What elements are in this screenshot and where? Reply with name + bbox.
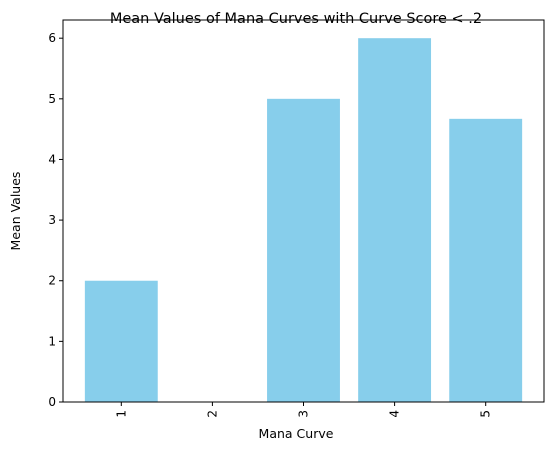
y-tick-label-4: 4 [48, 152, 56, 166]
y-tick-label-0: 0 [48, 395, 56, 409]
y-tick-label-1: 1 [48, 334, 56, 348]
bar-4 [358, 38, 432, 402]
bars-group [84, 38, 523, 403]
y-tick-label-2: 2 [48, 274, 56, 288]
plot-frame [62, 19, 545, 403]
x-tick-label-4: 4 [388, 410, 402, 418]
y-tick-label-6: 6 [48, 31, 56, 45]
bar-1 [84, 280, 158, 402]
y-tick-label-3: 3 [48, 213, 56, 227]
y-axis-label: Mean Values [8, 172, 23, 251]
bar-5 [449, 118, 523, 402]
x-tick-label-2: 2 [205, 410, 219, 418]
x-axis: 1 2 3 4 5 [114, 402, 493, 418]
y-axis: 0 1 2 3 4 5 6 [48, 31, 63, 409]
bar-3 [267, 98, 340, 403]
x-axis-label: Mana Curve [259, 426, 334, 441]
x-tick-label-3: 3 [297, 410, 311, 418]
x-tick-label-1: 1 [114, 410, 128, 418]
chart-title: Mean Values of Mana Curves with Curve Sc… [110, 11, 482, 27]
y-tick-label-5: 5 [48, 92, 56, 106]
x-tick-label-5: 5 [479, 410, 493, 418]
